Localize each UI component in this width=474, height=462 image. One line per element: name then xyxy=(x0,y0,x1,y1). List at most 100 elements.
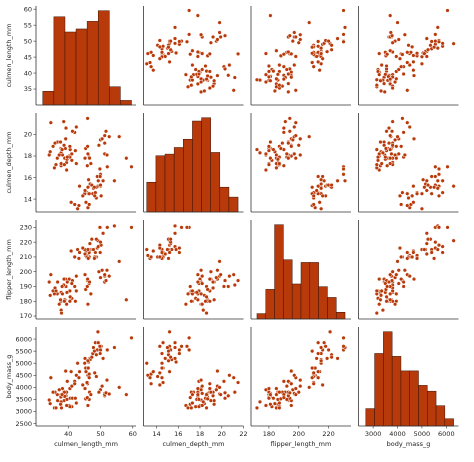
scatter-point xyxy=(316,59,321,65)
subplot xyxy=(250,6,351,106)
scatter-point xyxy=(222,66,228,72)
scatter-point xyxy=(202,88,207,94)
scatter-point xyxy=(271,147,276,152)
scatter-point xyxy=(314,356,319,361)
scatter-point xyxy=(217,385,222,390)
scatter-point xyxy=(405,203,410,208)
scatter-point xyxy=(431,45,437,50)
scatter-point xyxy=(58,139,63,145)
scatter-point xyxy=(411,250,416,255)
scatter-point xyxy=(215,73,220,78)
scatter-point xyxy=(103,278,109,283)
histogram-bar xyxy=(391,356,402,427)
scatter-point xyxy=(65,279,70,285)
scatter-point xyxy=(429,39,434,44)
scatter-point xyxy=(316,351,321,356)
histogram-bar xyxy=(265,289,275,320)
scatter-point xyxy=(407,273,412,279)
scatter-point xyxy=(277,400,282,406)
histogram-bar xyxy=(201,117,211,213)
scatter-point xyxy=(310,45,315,50)
scatter-point xyxy=(177,250,182,255)
scatter-point xyxy=(390,143,395,148)
scatter-point xyxy=(335,178,340,183)
y-axis-label: body_mass_g xyxy=(5,355,13,399)
scatter-point xyxy=(405,50,410,55)
scatter-point xyxy=(48,293,53,298)
scatter-point xyxy=(257,399,263,405)
scatter-point xyxy=(440,250,445,255)
scatter-point xyxy=(378,88,384,94)
scatter-point xyxy=(91,345,96,350)
scatter-point xyxy=(80,245,85,251)
scatter-point xyxy=(208,398,214,403)
scatter-point xyxy=(183,72,189,77)
scatter-point xyxy=(189,299,194,304)
scatter-point xyxy=(168,38,173,44)
y-tick-label: 4500 xyxy=(15,371,32,379)
scatter-point xyxy=(383,72,388,77)
scatter-point xyxy=(159,351,165,356)
scatter-point xyxy=(414,51,420,56)
scatter-point xyxy=(268,156,273,161)
scatter-point xyxy=(268,78,273,83)
scatter-point xyxy=(200,302,205,307)
scatter-point xyxy=(435,178,440,183)
scatter-point xyxy=(293,386,298,391)
scatter-point xyxy=(104,268,110,273)
scatter-point xyxy=(97,166,103,172)
y-axis-label: flipper_length_mm xyxy=(5,239,13,300)
scatter-point xyxy=(389,151,394,157)
subplot xyxy=(35,327,136,427)
scatter-point xyxy=(341,39,346,44)
scatter-point xyxy=(329,182,334,188)
scatter-point xyxy=(190,400,195,406)
scatter-point xyxy=(85,395,90,400)
scatter-point xyxy=(440,190,445,195)
histogram-bar xyxy=(335,312,346,320)
scatter-point xyxy=(85,163,90,168)
scatter-point xyxy=(277,83,282,88)
scatter-point xyxy=(388,48,393,53)
scatter-point xyxy=(208,269,214,274)
scatter-point xyxy=(298,32,303,37)
scatter-point xyxy=(226,284,231,289)
histogram-bar xyxy=(444,418,454,427)
scatter-point xyxy=(67,299,73,304)
scatter-point xyxy=(124,392,129,397)
scatter-point xyxy=(388,297,393,302)
scatter-point xyxy=(189,74,194,80)
scatter-point xyxy=(289,403,294,408)
scatter-point xyxy=(341,344,346,349)
scatter-point xyxy=(374,310,379,316)
scatter-point xyxy=(73,299,78,304)
scatter-point xyxy=(82,386,88,391)
scatter-point xyxy=(207,69,212,74)
scatter-point xyxy=(201,399,206,405)
scatter-point xyxy=(433,32,438,37)
scatter-point xyxy=(401,71,406,77)
scatter-point xyxy=(195,49,200,55)
scatter-point xyxy=(316,174,321,179)
y-axis-label: culmen_depth_mm xyxy=(5,131,13,193)
scatter-point xyxy=(104,152,110,158)
histogram-bar xyxy=(256,313,267,320)
scatter-point xyxy=(394,272,399,277)
scatter-point xyxy=(268,139,273,145)
histogram-bar xyxy=(109,86,121,106)
x-axis-label: body_mass_g xyxy=(387,440,431,448)
histogram-bar xyxy=(210,152,221,213)
scatter-point xyxy=(69,158,74,163)
scatter-point xyxy=(266,162,272,167)
scatter-point xyxy=(263,79,269,85)
scatter-point xyxy=(451,184,456,189)
scatter-point xyxy=(155,374,160,379)
scatter-point xyxy=(390,288,395,294)
subplot xyxy=(143,6,244,106)
scatter-point xyxy=(61,143,67,148)
y-axis-label: culmen_length_mm xyxy=(5,24,13,88)
subplot xyxy=(35,220,136,320)
scatter-point xyxy=(274,76,279,81)
scatter-point xyxy=(388,272,393,277)
scatter-point xyxy=(266,69,272,74)
